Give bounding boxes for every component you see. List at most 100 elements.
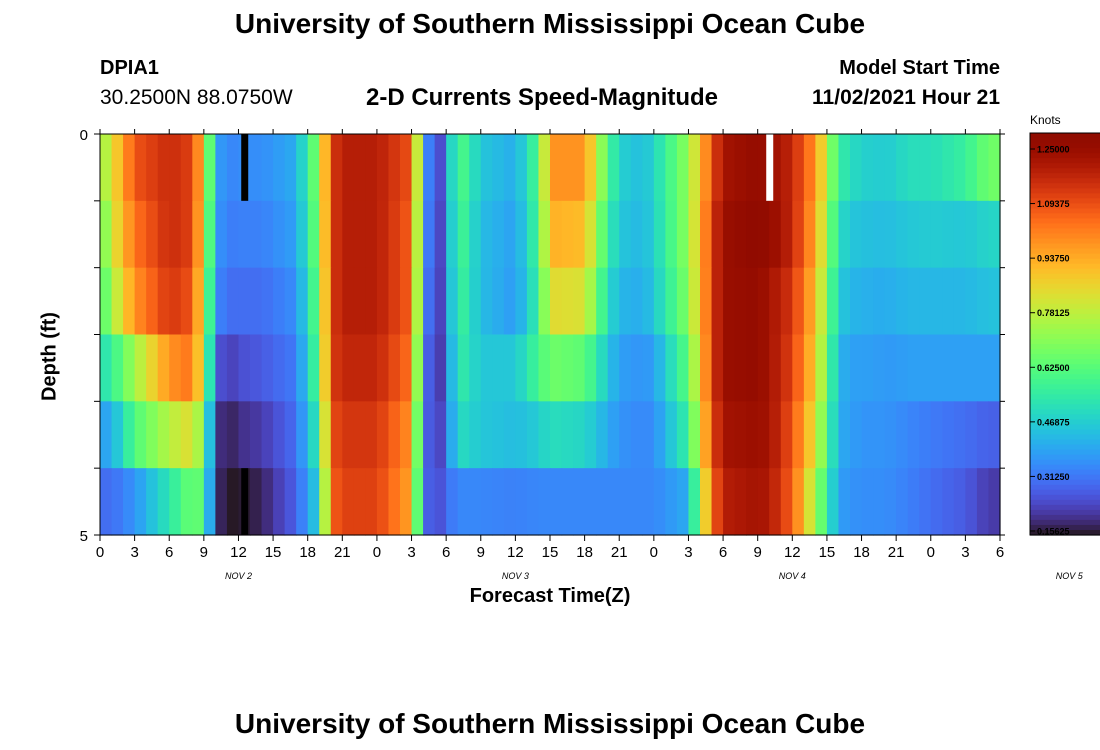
heatmap-cell [342, 200, 355, 269]
heatmap-cell [515, 334, 528, 402]
colorbar-band [1030, 308, 1100, 315]
colorbar-band [1030, 143, 1100, 149]
colorbar-tick-label: 0.78125 [1037, 308, 1070, 318]
heatmap-cell [803, 267, 816, 336]
colorbar-band [1030, 404, 1100, 410]
heatmap-cell [676, 401, 690, 469]
heatmap-cell [769, 334, 782, 402]
heatmap-cell [607, 134, 620, 202]
colorbar-band [1030, 328, 1100, 335]
heatmap-cell [538, 200, 551, 269]
heatmap-cell [284, 401, 297, 469]
heatmap-cell [757, 401, 770, 469]
colorbar-band [1030, 334, 1100, 340]
heatmap-cell [492, 267, 505, 336]
colorbar-band [1030, 133, 1100, 139]
heatmap-cell [780, 267, 793, 336]
heatmap-cell [711, 134, 724, 202]
heatmap-cell [100, 134, 113, 202]
heatmap-cell [988, 334, 1001, 402]
colorbar-band [1030, 303, 1100, 310]
colorbar-tick-label: 0.62500 [1037, 363, 1070, 373]
heatmap-cell [550, 200, 563, 269]
colorbar-band [1030, 444, 1100, 451]
colorbar-band [1030, 203, 1100, 209]
x-tick-label: 15 [819, 544, 836, 561]
heatmap-cell [307, 267, 320, 336]
colorbar-band [1030, 183, 1100, 189]
heatmap-cell [561, 468, 574, 536]
chart-subtitle: 2-D Currents Speed-Magnitude [366, 84, 719, 111]
heatmap-cell [434, 401, 447, 469]
colorbar-band [1030, 529, 1100, 536]
heatmap-cell [965, 267, 978, 336]
heatmap-cell [342, 401, 355, 469]
heatmap-cell [526, 334, 540, 402]
colorbar-band [1030, 454, 1100, 461]
heatmap-cell [319, 200, 332, 269]
heatmap-cell [423, 134, 436, 202]
colorbar-band [1030, 359, 1100, 365]
heatmap-cell [192, 267, 205, 336]
heatmap-cell [111, 267, 124, 336]
heatmap-cell [850, 401, 863, 469]
heatmap-cell [746, 200, 759, 269]
x-tick-label: 3 [130, 544, 138, 561]
heatmap-cell [976, 468, 990, 536]
heatmap-cell [723, 401, 736, 469]
heatmap-cell [169, 200, 182, 269]
heatmap-cell [123, 468, 136, 536]
heatmap-cell [884, 468, 897, 536]
heatmap-cell [538, 468, 551, 536]
heatmap-cell [965, 401, 978, 469]
colorbar-band [1030, 409, 1100, 416]
colorbar-band [1030, 263, 1100, 270]
heatmap-cell [561, 134, 574, 202]
heatmap-cell [203, 200, 216, 269]
colorbar-band [1030, 464, 1100, 471]
x-tick-label: 3 [961, 544, 969, 561]
heatmap-cell [676, 200, 690, 269]
heatmap-cell [653, 200, 666, 269]
heatmap-cell [884, 401, 897, 469]
heatmap-cell [711, 267, 724, 336]
heatmap-cell [365, 401, 378, 469]
heatmap-cell [157, 200, 170, 269]
heatmap-cell [157, 468, 170, 536]
heatmap-cell [492, 334, 505, 402]
heatmap-cell [688, 401, 701, 469]
heatmap-cell [988, 134, 1001, 202]
heatmap-cell [861, 200, 874, 269]
colorbar-band [1030, 228, 1100, 235]
colorbar-band [1030, 288, 1100, 295]
heatmap-cell [896, 468, 909, 536]
colorbar-band [1030, 489, 1100, 496]
heatmap-cell [330, 134, 343, 202]
heatmap-cell [884, 267, 897, 336]
heatmap-cell [688, 468, 701, 536]
heatmap-cell [434, 267, 447, 336]
heatmap-cell [711, 334, 724, 402]
heatmap-cell [307, 401, 320, 469]
heatmap-cell [815, 334, 828, 402]
heatmap-cell [550, 401, 563, 469]
heatmap-cell [780, 334, 793, 402]
heatmap-cell [642, 200, 655, 269]
heatmap-cell [930, 200, 943, 269]
colorbar-band [1030, 349, 1100, 355]
heatmap-cell [803, 468, 816, 536]
heatmap-cell [873, 468, 886, 536]
heatmap-cell [676, 468, 690, 536]
heatmap-cell [457, 334, 470, 402]
heatmap-cell [607, 200, 620, 269]
heatmap-cell [861, 334, 874, 402]
heatmap-cell [711, 200, 724, 269]
heatmap-cell [526, 134, 540, 202]
heatmap-cell [180, 267, 193, 336]
heatmap-cell [873, 134, 886, 202]
heatmap-cell [873, 401, 886, 469]
heatmap-cell [826, 468, 840, 536]
heatmap-cell [746, 468, 759, 536]
heatmap-cell [146, 334, 159, 402]
colorbar-band [1030, 419, 1100, 426]
